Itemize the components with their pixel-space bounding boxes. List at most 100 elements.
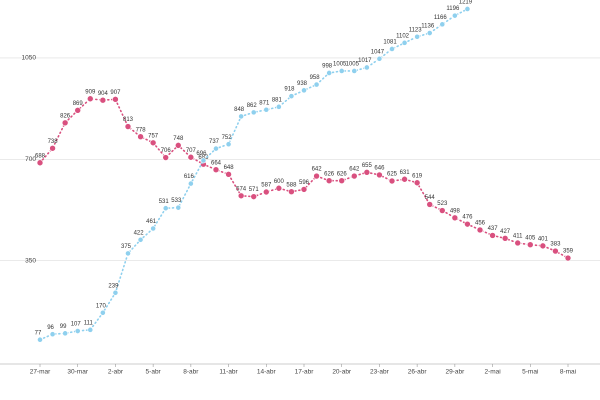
- x-tick-label: 30-mar: [67, 369, 88, 376]
- data-label: 1102: [396, 33, 410, 39]
- data-label: 77: [35, 330, 42, 336]
- data-point: [288, 188, 295, 196]
- data-label: 422: [134, 230, 145, 236]
- data-label: 904: [98, 91, 109, 97]
- data-label: 383: [550, 242, 561, 248]
- data-label: 1123: [409, 27, 423, 33]
- data-point: [213, 145, 219, 152]
- x-tick-label: 11-abr: [219, 369, 238, 376]
- data-point: [36, 159, 44, 167]
- x-tick-label: 8-abr: [183, 369, 199, 376]
- data-label: 619: [412, 173, 423, 179]
- data-point: [413, 179, 421, 187]
- data-label: 1136: [421, 24, 435, 30]
- data-point: [86, 95, 94, 103]
- data-point: [350, 172, 358, 180]
- data-point: [539, 242, 547, 250]
- data-point: [225, 141, 232, 148]
- data-label: 461: [146, 219, 157, 225]
- data-point: [225, 171, 232, 178]
- data-label: 881: [272, 97, 283, 103]
- data-point: [451, 12, 458, 19]
- data-point: [37, 336, 43, 343]
- data-label: 1196: [446, 6, 460, 12]
- data-label: 646: [374, 165, 385, 171]
- data-label: 688: [35, 153, 46, 159]
- data-point: [174, 142, 182, 149]
- data-label: 596: [299, 180, 310, 186]
- data-label: 918: [284, 87, 295, 93]
- data-point: [501, 235, 509, 242]
- data-label: 1081: [383, 40, 397, 46]
- data-label: 405: [525, 235, 536, 241]
- data-point: [200, 157, 207, 164]
- data-point: [237, 192, 245, 200]
- data-label: 600: [274, 179, 285, 185]
- data-point: [288, 93, 295, 100]
- data-label: 107: [71, 322, 82, 328]
- data-point: [338, 177, 346, 185]
- data-point: [250, 109, 257, 116]
- x-tick-label: 29-abr: [445, 369, 465, 376]
- data-point: [326, 70, 333, 76]
- data-point: [275, 103, 282, 110]
- data-point: [238, 113, 245, 120]
- data-label: 375: [121, 244, 132, 250]
- data-point: [388, 177, 396, 185]
- x-tick-label: 5-abr: [146, 369, 162, 376]
- data-label: 907: [110, 90, 121, 96]
- data-point: [363, 64, 370, 71]
- data-point: [439, 21, 446, 28]
- data-point: [49, 144, 56, 152]
- y-tick-label: 700: [25, 156, 36, 163]
- data-label: 648: [224, 165, 235, 171]
- data-label: 531: [159, 199, 170, 205]
- data-label: 848: [234, 107, 245, 113]
- data-label: 574: [236, 186, 247, 192]
- data-label: 437: [488, 226, 499, 232]
- data-point: [526, 241, 534, 249]
- data-point: [49, 331, 56, 338]
- data-label: 498: [450, 208, 461, 214]
- series-line: [39, 97, 569, 259]
- data-point: [300, 186, 308, 193]
- data-label: 642: [349, 167, 360, 173]
- data-label: 869: [73, 101, 84, 107]
- data-point: [464, 220, 471, 228]
- data-point: [301, 87, 307, 94]
- data-point: [137, 236, 144, 243]
- x-tick-label: 8-mai: [560, 369, 576, 376]
- x-tick-label: 23-abr: [370, 369, 390, 376]
- data-label: 111: [84, 320, 94, 326]
- data-label: 752: [222, 135, 233, 141]
- data-point: [489, 232, 496, 239]
- data-point: [401, 39, 408, 46]
- data-point: [476, 226, 484, 234]
- data-label: 99: [60, 324, 67, 330]
- data-point: [162, 154, 170, 161]
- data-label: 571: [249, 187, 260, 193]
- data-label: 826: [60, 113, 71, 119]
- data-label: 544: [425, 195, 436, 201]
- data-point: [150, 225, 157, 232]
- data-point: [175, 204, 182, 211]
- data-point: [363, 169, 371, 176]
- data-label: 813: [123, 117, 134, 123]
- data-label: 96: [47, 325, 54, 331]
- data-label: 862: [247, 103, 258, 109]
- data-label: 1219: [459, 0, 473, 6]
- data-point: [263, 106, 270, 113]
- data-point: [414, 33, 421, 40]
- x-tick-label: 14-abr: [257, 369, 277, 376]
- data-point: [162, 205, 169, 212]
- data-label: 588: [286, 182, 297, 188]
- data-point: [514, 239, 522, 247]
- data-label: 626: [337, 171, 348, 177]
- data-label: 359: [563, 249, 574, 255]
- data-label: 909: [85, 89, 96, 95]
- data-label: 533: [171, 198, 182, 204]
- data-label: 938: [297, 81, 308, 87]
- data-label: 664: [211, 160, 222, 166]
- data-point: [212, 166, 220, 174]
